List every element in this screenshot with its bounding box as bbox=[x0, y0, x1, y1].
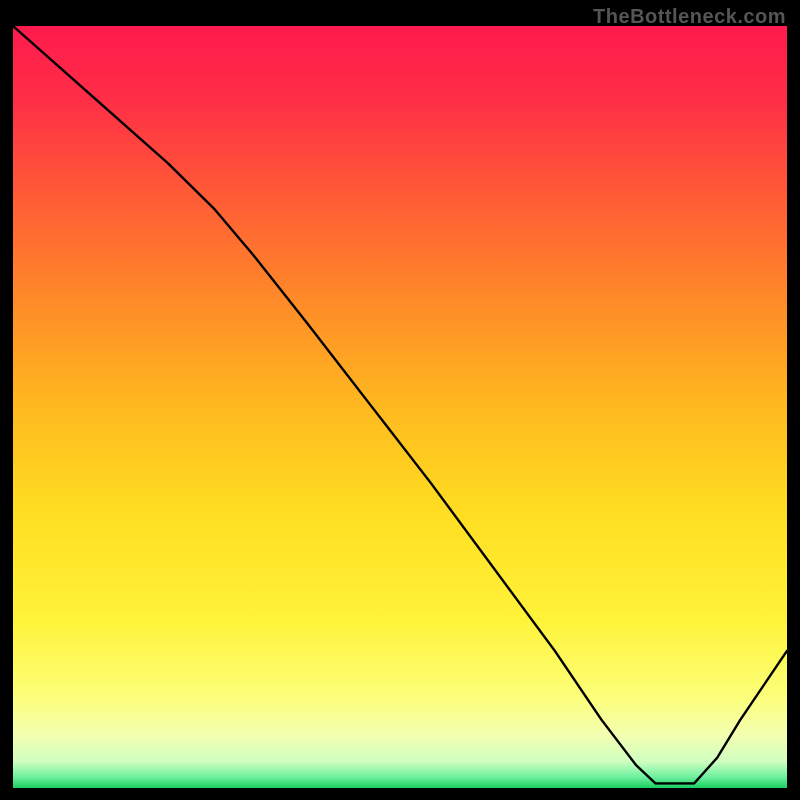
plot-curve bbox=[13, 26, 787, 788]
chart-canvas: TheBottleneck.com bbox=[0, 0, 800, 800]
plot-area bbox=[13, 26, 787, 788]
